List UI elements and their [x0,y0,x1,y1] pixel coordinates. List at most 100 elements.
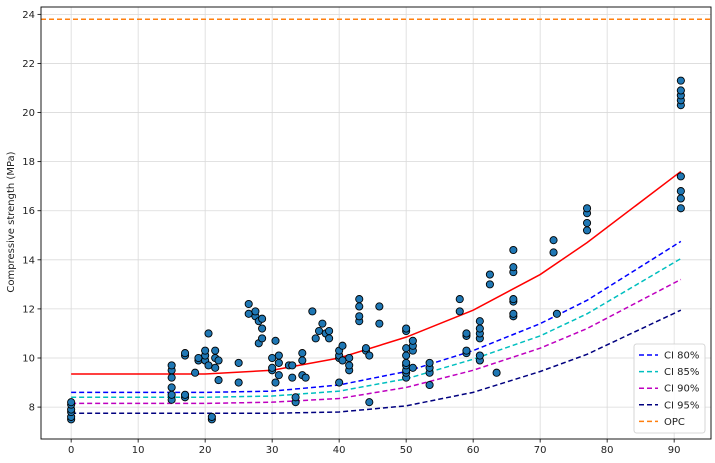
data-point [462,329,471,338]
data-point [425,358,434,367]
data-point [288,373,297,382]
x-tick-label: 40 [333,445,346,456]
data-point [408,363,417,372]
data-point [318,319,327,328]
x-tick-label: 60 [467,445,480,456]
data-point [268,363,277,372]
data-point [288,361,297,370]
data-point [676,194,685,203]
point-layer [67,76,685,424]
data-point [167,361,176,370]
data-point [549,248,558,257]
data-point [552,309,561,318]
data-point [214,376,223,385]
data-point [301,373,310,382]
y-axis-label: Compressive strength (MPa) [6,151,17,292]
x-tick-label: 10 [132,445,145,456]
data-point [676,172,685,181]
data-point [204,329,213,338]
data-point [194,353,203,363]
data-point [244,309,253,318]
data-point [549,236,558,245]
y-tick-label: 16 [22,206,35,217]
legend-label: CI 95% [664,400,699,411]
data-point [402,358,411,367]
x-tick-label: 20 [199,445,212,456]
legend-label: OPC [664,417,685,428]
series-line-ci80 [71,240,682,394]
legend-box [633,343,706,434]
data-point [325,334,334,343]
data-point [509,295,518,304]
data-point [291,393,300,402]
data-point [375,302,384,311]
x-tick-label: 70 [534,445,547,456]
series-line-ci95 [71,309,682,414]
data-point [676,187,685,196]
x-tick-label: 30 [266,445,279,456]
data-point [338,341,347,350]
x-tick-label: 80 [601,445,614,456]
data-point [361,344,371,353]
data-point [509,245,518,255]
data-point [211,346,220,355]
data-point [408,336,417,345]
x-tick-label: 90 [668,445,681,456]
data-point [345,353,354,363]
data-point [676,76,685,85]
y-tick-label: 12 [22,304,35,315]
data-point [167,373,176,382]
data-point [274,351,283,360]
data-point [180,390,190,399]
data-point [335,378,344,387]
data-point [492,368,501,377]
y-tick-label: 24 [22,10,35,21]
axis-layer: 0 10 20 30 40 50 60 70 80 90 8 10 12 14 16 18 20 22 24 [22,6,712,456]
data-point [251,307,260,316]
data-point [355,295,364,304]
data-point [274,358,283,367]
data-point [583,226,592,235]
data-point [204,361,213,370]
x-tick-label: 50 [400,445,413,456]
data-point [509,309,518,318]
data-point [402,324,411,333]
curve-layer [41,18,711,414]
data-point [67,398,76,407]
data-point [402,351,411,360]
data-point [274,371,283,380]
data-point [311,334,320,343]
data-point [314,326,324,336]
data-point [258,334,267,343]
data-point [462,346,471,355]
data-point [583,218,592,228]
data-point [425,380,434,390]
data-point [167,390,176,399]
y-tick-label: 10 [22,354,35,365]
data-point [676,86,685,95]
data-point [214,356,223,365]
data-point [485,280,494,289]
data-point [271,378,280,387]
plot-frame [40,6,712,440]
legend: CI 80% CI 85% CI 90% CI 95% OPC [633,343,706,434]
data-point [167,383,176,392]
data-point [509,263,518,272]
data-point [365,398,374,407]
data-point [475,317,484,326]
data-point [268,353,277,363]
data-point [345,361,354,370]
data-point [180,349,190,358]
legend-label: CI 90% [664,384,699,395]
x-tick-label: 0 [68,445,74,456]
data-point [271,336,280,345]
data-point [207,412,216,421]
data-point [475,324,484,333]
y-tick-label: 14 [22,255,35,266]
data-point [298,349,307,358]
data-point [244,299,253,309]
data-point [234,378,243,387]
series-line-fit [71,170,682,375]
